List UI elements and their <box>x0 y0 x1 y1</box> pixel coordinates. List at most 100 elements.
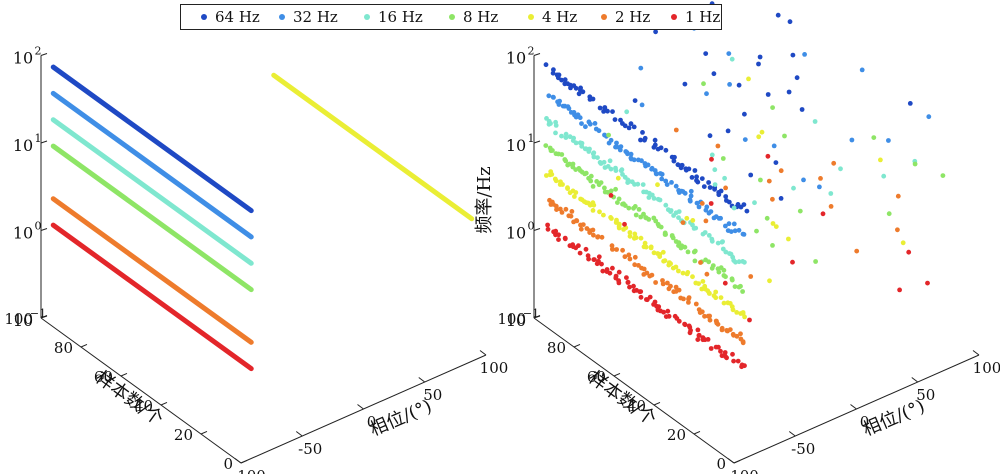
scatter-point <box>756 61 761 67</box>
scatter-point <box>686 295 692 300</box>
scatter-point <box>794 75 800 81</box>
series-line <box>50 143 254 293</box>
scatter-point <box>543 62 549 68</box>
scatter-point <box>640 130 645 135</box>
scatter-point <box>591 154 597 160</box>
scatter-point <box>886 211 892 217</box>
legend-item: 16 Hz <box>364 8 423 26</box>
scatter-point <box>696 281 701 286</box>
scatter-point <box>707 317 713 323</box>
scatter-point <box>729 277 735 283</box>
scatter-point <box>549 172 555 177</box>
scatter-point <box>553 228 559 234</box>
y-tick-label: 100 <box>497 310 526 328</box>
scatter-point <box>662 258 668 264</box>
scatter-point <box>673 284 679 290</box>
scatter-point <box>692 258 698 264</box>
series-line <box>50 222 254 372</box>
z-tick-label: 10 <box>13 136 33 155</box>
scatter-point <box>577 250 583 256</box>
scatter-point <box>871 135 877 141</box>
scatter-point <box>583 246 589 252</box>
x-tick <box>911 377 919 383</box>
scatter-point <box>707 185 713 190</box>
scatter-point <box>787 19 793 25</box>
legend-label: 16 Hz <box>378 8 423 26</box>
scatter-point <box>543 143 549 149</box>
scatter-point <box>813 259 818 264</box>
scatter-point <box>682 244 688 250</box>
scatter-point <box>545 222 550 228</box>
scatter-point <box>608 166 614 172</box>
legend-marker-icon <box>601 14 607 20</box>
y-tick-label: 100 <box>4 310 33 328</box>
scatter-point <box>553 123 559 128</box>
x-tick <box>850 404 857 410</box>
scatter-point <box>681 296 686 302</box>
scatter-point <box>687 198 693 204</box>
scatter-point <box>676 268 681 274</box>
legend-item: 8 Hz <box>449 8 498 26</box>
y-tick-label: 20 <box>174 426 193 444</box>
scatter-point <box>615 175 621 181</box>
scatter-point <box>817 184 822 190</box>
scatter-point <box>801 177 806 183</box>
scatter-point <box>895 227 900 233</box>
y-tick <box>573 343 581 348</box>
scatter-point <box>782 133 787 139</box>
z-tick-label: 10 <box>506 49 526 68</box>
legend-item: 1 Hz <box>671 8 720 26</box>
scatter-point <box>684 215 690 221</box>
scatter-point <box>694 174 699 180</box>
scatter-point <box>705 337 711 342</box>
scatter-point <box>632 262 638 268</box>
scatter-point <box>744 208 750 214</box>
scatter-point <box>859 67 865 73</box>
scatter-point <box>608 193 614 198</box>
scatter-point <box>685 270 691 275</box>
scatter-point <box>655 221 661 227</box>
scatter-point <box>646 195 652 200</box>
scatter-point <box>610 246 615 252</box>
scatter-point <box>559 152 565 157</box>
legend-label: 4 Hz <box>542 8 578 26</box>
scatter-point <box>652 137 658 143</box>
scatter-point <box>587 121 593 127</box>
legend-marker-icon <box>671 14 677 20</box>
scatter-point <box>831 160 837 166</box>
scatter-point <box>802 52 807 57</box>
scatter-point <box>587 230 593 236</box>
scatter-point <box>715 321 721 327</box>
scatter-point <box>715 240 721 246</box>
scatter-point <box>881 173 887 179</box>
scatter-point <box>701 184 707 190</box>
panel-right: -100-5005010002040608010010−1100101102相位… <box>474 1 1000 474</box>
scatter-point <box>583 170 589 176</box>
scatter-point <box>640 182 646 188</box>
z-axis-title: 频率/Hz <box>0 166 2 233</box>
z-tick <box>533 315 541 319</box>
legend-marker-icon <box>449 14 455 20</box>
scatter-point <box>656 304 662 310</box>
x-tick-label: -100 <box>725 467 759 474</box>
scatter-point <box>721 300 727 306</box>
scatter-point <box>646 217 652 222</box>
scatter-point <box>560 182 565 187</box>
x-tick <box>972 350 980 356</box>
scatter-point <box>548 148 554 154</box>
scatter-point <box>660 249 666 255</box>
scatter-point <box>736 259 742 265</box>
scatter-point <box>702 230 708 235</box>
scatter-point <box>647 294 653 300</box>
y-tick <box>733 459 741 464</box>
scatter-point <box>670 235 676 241</box>
scatter-point <box>849 137 855 143</box>
scatter-point <box>562 77 568 83</box>
scatter-point <box>591 232 596 238</box>
scatter-point <box>566 106 572 111</box>
scatter-point <box>770 105 775 110</box>
series-line <box>50 196 254 345</box>
z-tick-exponent: 1 <box>528 132 535 145</box>
scatter-point <box>699 309 705 315</box>
scatter-point <box>626 125 632 131</box>
